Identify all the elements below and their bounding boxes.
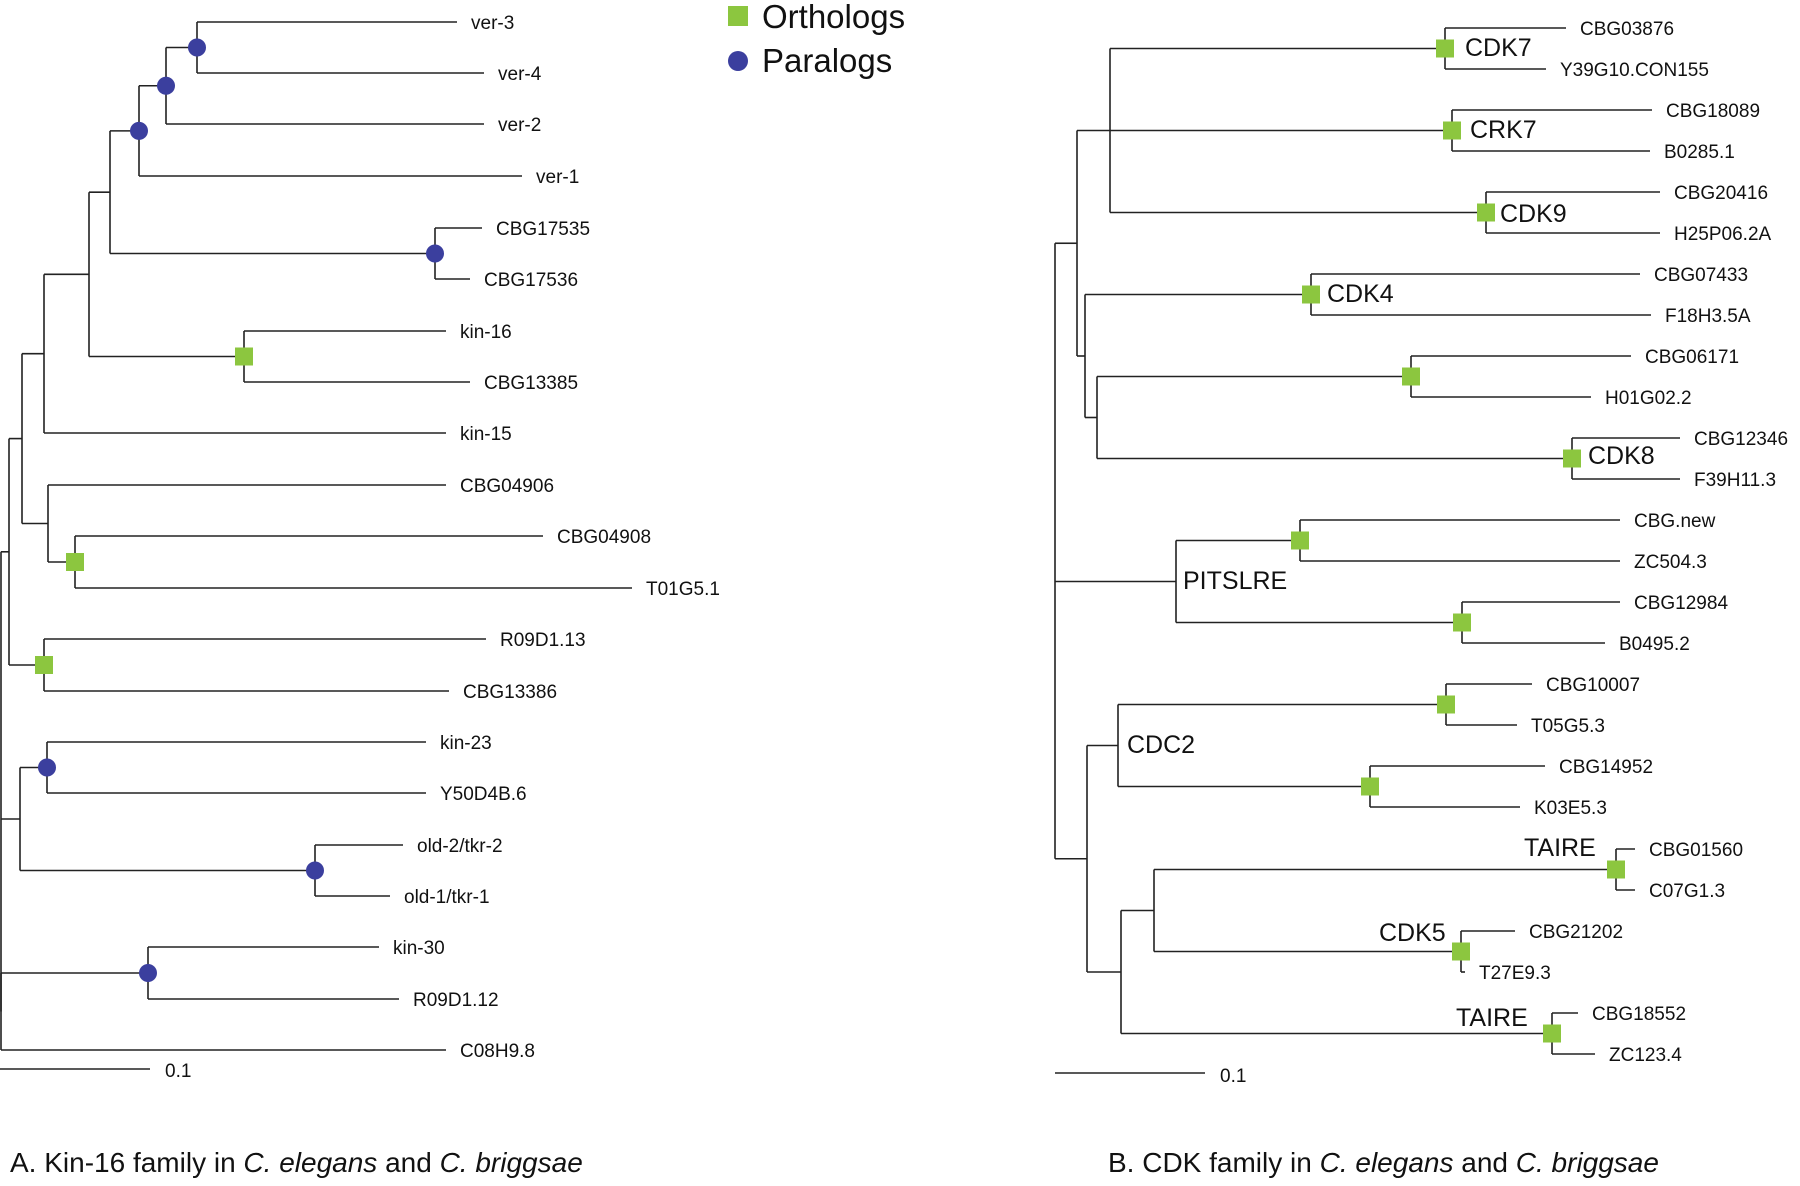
ortholog-legend-label: Orthologs: [762, 0, 905, 35]
cdk-leaf-label: B0285.1: [1664, 142, 1735, 163]
cdk-leaf-label: K03E5.3: [1534, 798, 1607, 819]
ortholog-node-marker: [1453, 613, 1471, 632]
cdk-tree: CBG03876 Y39G10.CON155 CBG18089 B0285.1 CBG2…: [1054, 19, 1788, 1087]
kin16-leaf-label: kin-16: [460, 322, 512, 343]
clade-label-taire-2: TAIRE: [1456, 1004, 1528, 1032]
cdk-leaf-label: B0495.2: [1619, 634, 1690, 655]
kin16-leaf-label: kin-23: [440, 733, 492, 754]
clade-label-cdk4: CDK4: [1327, 280, 1394, 308]
paralog-legend-label: Paralogs: [762, 42, 892, 79]
clade-label-cdk7: CDK7: [1465, 34, 1532, 62]
kin16-leaf-label: ver-3: [471, 13, 514, 34]
scale-label-a: 0.1: [165, 1061, 191, 1082]
kin16-leaf-label: Y50D4B.6: [440, 784, 527, 805]
caption-a: A. Kin-16 family in C. elegans and C. br…: [10, 1147, 583, 1178]
clade-label-pitslre: PITSLRE: [1183, 567, 1287, 595]
cdk-leaf-label: H01G02.2: [1605, 388, 1692, 409]
cdk-leaf-label: CBG12984: [1634, 593, 1728, 614]
kin16-leaf-label: kin-30: [393, 938, 445, 959]
ortholog-node-marker: [1437, 695, 1455, 714]
kin16-leaf-label: old-2/tkr-2: [417, 836, 503, 857]
paralog-node-marker: [157, 76, 175, 95]
cdk-leaf-label: CBG07433: [1654, 265, 1748, 286]
ortholog-node-marker: [1291, 531, 1309, 550]
cdk-leaf-label: T27E9.3: [1479, 963, 1551, 984]
cdk-leaf-label: T05G5.3: [1531, 716, 1605, 737]
legend: Orthologs Paralogs: [728, 0, 905, 79]
cdk-leaf-label: F18H3.5A: [1665, 306, 1751, 327]
clade-label-taire-1: TAIRE: [1524, 834, 1596, 862]
cdk-leaf-label: F39H11.3: [1694, 470, 1776, 491]
ortholog-node-marker: [1302, 285, 1320, 304]
kin16-leaf-label: old-1/tkr-1: [404, 887, 490, 908]
clade-label-cdk9: CDK9: [1500, 200, 1567, 228]
cdk-leaf-label: Y39G10.CON155: [1560, 60, 1709, 81]
paralog-node-marker: [38, 758, 56, 777]
paralog-node-marker: [130, 121, 148, 140]
cdk-leaf-label: CBG12346: [1694, 429, 1788, 450]
paralog-node-marker: [306, 861, 324, 880]
clade-label-cdk8: CDK8: [1588, 442, 1655, 470]
cdk-leaf-label: CBG10007: [1546, 675, 1640, 696]
clade-label-crk7: CRK7: [1470, 116, 1537, 144]
paralog-node-marker: [426, 244, 444, 263]
ortholog-node-marker: [1543, 1024, 1561, 1043]
ortholog-node-marker: [1563, 449, 1581, 468]
cdk-leaf-label: CBG18552: [1592, 1004, 1686, 1025]
ortholog-legend-square: [728, 6, 748, 26]
cdk-leaf-label: CBG06171: [1645, 347, 1739, 368]
kin16-leaf-label: R09D1.13: [500, 630, 586, 651]
cdk-leaf-label: CBG20416: [1674, 183, 1768, 204]
cdk-leaf-label: CBG01560: [1649, 840, 1743, 861]
cdk-leaf-label: CBG14952: [1559, 757, 1653, 778]
ortholog-node-marker: [1452, 942, 1470, 961]
paralog-legend-dot: [728, 51, 748, 71]
kin16-leaf-label: CBG17535: [496, 219, 590, 240]
ortholog-node-marker: [66, 553, 84, 571]
cdk-leaf-label: H25P06.2A: [1674, 224, 1772, 245]
cdk-leaf-label: CBG03876: [1580, 19, 1674, 40]
caption-b: B. CDK family in C. elegans and C. brigg…: [1108, 1147, 1659, 1178]
ortholog-node-marker: [1361, 777, 1379, 796]
clade-label-cdk5: CDK5: [1379, 919, 1446, 947]
clade-label-cdc2: CDC2: [1127, 731, 1195, 759]
cdk-leaf-label: CBG.new: [1634, 511, 1716, 532]
ortholog-node-marker: [1436, 39, 1454, 58]
scale-label-b: 0.1: [1220, 1066, 1246, 1087]
ortholog-node-marker: [35, 656, 53, 674]
kin16-leaf-label: C08H9.8: [460, 1041, 535, 1062]
kin16-leaf-label: CBG13385: [484, 373, 578, 394]
kin16-leaf-label: kin-15: [460, 424, 512, 445]
ortholog-node-marker: [1402, 367, 1420, 386]
ortholog-node-marker: [1607, 860, 1625, 879]
kin16-leaf-label: CBG17536: [484, 270, 578, 291]
kin16-leaf-label: ver-4: [498, 64, 542, 85]
cdk-leaf-label: ZC123.4: [1609, 1045, 1682, 1066]
kin16-leaf-label: ver-2: [498, 115, 541, 136]
kin16-leaf-label: CBG04906: [460, 476, 554, 497]
paralog-node-marker: [139, 964, 157, 982]
cdk-leaf-label: C07G1.3: [1649, 881, 1725, 902]
kin16-leaf-label: CBG13386: [463, 682, 557, 703]
kin16-tree: ver-3 ver-4 ver-2 ver-1 CBG17535 CBG17536 kin-…: [0, 13, 720, 1082]
cdk-leaf-label: CBG21202: [1529, 922, 1623, 943]
cdk-leaf-label: ZC504.3: [1634, 552, 1707, 573]
cdk-leaf-label: CBG18089: [1666, 101, 1760, 122]
kin16-leaf-label: T01G5.1: [646, 579, 720, 600]
ortholog-node-marker: [1477, 203, 1495, 222]
paralog-node-marker: [188, 38, 206, 57]
ortholog-node-marker: [1443, 121, 1461, 140]
ortholog-node-marker: [235, 347, 253, 366]
kin16-leaf-label: ver-1: [536, 167, 579, 188]
kin16-leaf-label: R09D1.12: [413, 990, 499, 1011]
kin16-leaf-label: CBG04908: [557, 527, 651, 548]
